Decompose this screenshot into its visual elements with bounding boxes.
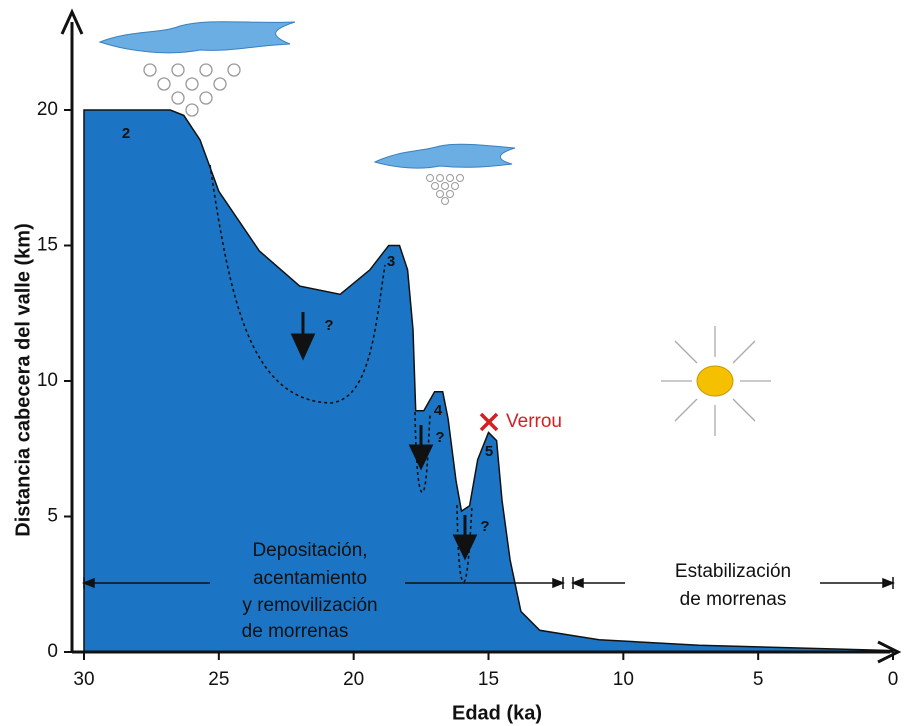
phase-label: Estabilización [675, 561, 791, 582]
cloud [98, 21, 296, 54]
area [83, 109, 894, 653]
verrou-marker [479, 412, 499, 432]
question-mark: ? [480, 518, 489, 535]
y-tick-label: 15 [37, 235, 58, 256]
axes [60, 8, 902, 664]
y-tick-label: 20 [37, 99, 58, 120]
x-tick-label: 0 [888, 669, 899, 690]
phase-label: de morrenas [680, 589, 787, 610]
y-tick-label: 10 [37, 370, 58, 391]
cloud [373, 143, 516, 169]
x-axis-label: Edad (ka) [452, 702, 542, 724]
y-axis-label: Distancia cabecera del valle (km) [12, 223, 34, 537]
x-tick-label: 30 [73, 669, 94, 690]
phase-label: de morrenas [242, 621, 349, 642]
x-tick-label: 10 [613, 669, 634, 690]
x-tick-label: 25 [208, 669, 229, 690]
x-tick-label: 20 [343, 669, 364, 690]
x-axis-arrow [877, 640, 902, 664]
range-arrows [81, 577, 896, 589]
y-tick-label: 0 [47, 641, 58, 662]
peak-label: 3 [387, 253, 395, 270]
cloud-small [373, 143, 516, 205]
question-mark: ? [324, 317, 333, 334]
phase-label: acentamiento [253, 568, 367, 589]
sun [661, 326, 771, 436]
peak-label: 4 [434, 402, 443, 419]
x-tick-label: 15 [478, 669, 499, 690]
phase-label: Depositación, [252, 540, 367, 561]
verrou-label: Verrou [506, 411, 562, 432]
x-tick-label: 5 [753, 669, 764, 690]
plot-area [83, 109, 894, 653]
peak-label: 2 [122, 125, 130, 142]
question-mark: ? [435, 429, 444, 446]
arrows [290, 312, 478, 561]
cloud-large [98, 21, 296, 117]
phase-label: y removilización [242, 595, 377, 616]
peak-label: 5 [485, 443, 493, 460]
y-axis-arrow [60, 8, 84, 35]
y-tick-label: 5 [47, 506, 58, 527]
dotted-curve [209, 164, 386, 404]
rain [143, 63, 241, 117]
rain [426, 174, 464, 205]
